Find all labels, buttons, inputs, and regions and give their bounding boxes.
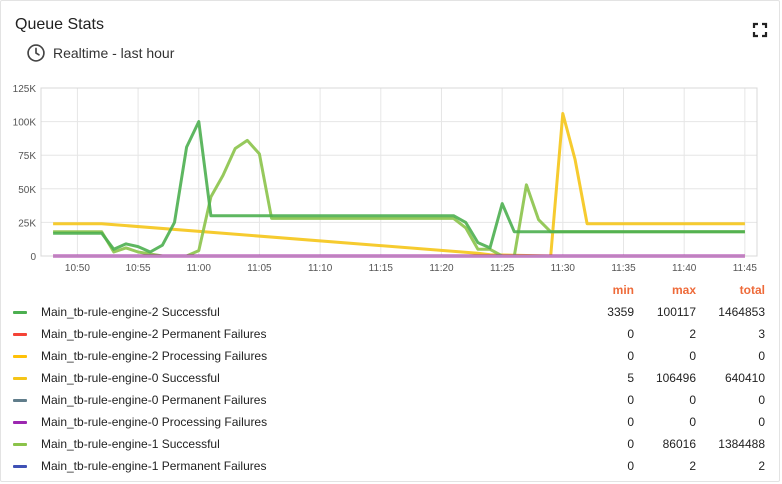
- legend-max: 86016: [662, 437, 696, 451]
- legend-max: 2: [689, 327, 696, 341]
- clock-icon: [27, 44, 45, 62]
- legend-min: 0: [627, 393, 634, 407]
- legend-max: 0: [689, 393, 696, 407]
- legend-total: 0: [758, 349, 765, 363]
- y-tick-label: 100K: [13, 118, 37, 129]
- legend-label: Main_tb-rule-engine-0 Successful: [41, 371, 220, 385]
- legend-label: Main_tb-rule-engine-2 Processing Failure…: [41, 349, 268, 363]
- legend-max: 0: [689, 415, 696, 429]
- series-line: [53, 138, 745, 258]
- series-line: [53, 120, 745, 254]
- legend-row[interactable]: Main_tb-rule-engine-1 Successful 0 86016…: [1, 434, 782, 456]
- legend-total: 1384488: [718, 437, 765, 451]
- x-tick-label: 11:20: [429, 263, 454, 274]
- fullscreen-icon[interactable]: [751, 21, 769, 39]
- legend-max: 2: [689, 459, 696, 473]
- legend-row[interactable]: Main_tb-rule-engine-0 Successful 5 10649…: [1, 368, 782, 390]
- timewindow-text: Realtime - last hour: [53, 45, 175, 61]
- widget-title: Queue Stats: [15, 16, 104, 33]
- line-chart: 0 25K 50K 75K 100K 125K 10:50 10:55 11:00 11:05 11…: [13, 84, 758, 274]
- legend-header-total: total: [739, 283, 765, 297]
- legend-total: 3: [758, 327, 765, 341]
- legend-swatch: [13, 399, 27, 402]
- legend-label: Main_tb-rule-engine-0 Processing Failure…: [41, 415, 268, 429]
- legend-min: 5: [627, 371, 634, 385]
- legend-row[interactable]: Main_tb-rule-engine-2 Processing Failure…: [1, 346, 782, 368]
- legend-row[interactable]: Main_tb-rule-engine-1 Permanent Failures…: [1, 456, 782, 478]
- legend-min: 0: [627, 415, 634, 429]
- legend-header-min: min: [612, 283, 634, 297]
- legend-label: Main_tb-rule-engine-1 Successful: [41, 437, 220, 451]
- legend-label: Main_tb-rule-engine-1 Permanent Failures: [41, 459, 267, 473]
- legend-swatch: [13, 421, 27, 424]
- legend-swatch: [13, 355, 27, 358]
- legend-total: 640410: [724, 371, 765, 385]
- legend-swatch: [13, 443, 27, 446]
- legend-total: 0: [758, 415, 765, 429]
- legend-row[interactable]: Main_tb-rule-engine-0 Processing Failure…: [1, 412, 782, 434]
- plot-frame: [40, 87, 758, 257]
- x-tick-label: 11:35: [611, 263, 636, 274]
- x-tick-label: 10:50: [65, 263, 90, 274]
- x-tick-label: 11:10: [308, 263, 333, 274]
- legend-label: Main_tb-rule-engine-2 Successful: [41, 305, 220, 319]
- x-tick-label: 11:05: [247, 263, 272, 274]
- legend-swatch: [13, 333, 27, 336]
- legend-min: 0: [627, 459, 634, 473]
- legend-label: Main_tb-rule-engine-0 Permanent Failures: [41, 393, 267, 407]
- legend-row[interactable]: Main_tb-rule-engine-0 Permanent Failures…: [1, 390, 782, 412]
- legend-min: 0: [627, 437, 634, 451]
- legend-swatch: [13, 311, 27, 314]
- x-tick-label: 11:25: [490, 263, 515, 274]
- legend-total: 1464853: [718, 305, 765, 319]
- x-tick-label: 11:40: [672, 263, 697, 274]
- legend-max: 100117: [656, 305, 696, 319]
- x-tick-label: 11:00: [187, 263, 212, 274]
- timewindow-label[interactable]: Realtime - last hour: [26, 43, 174, 63]
- legend-min: 3359: [607, 305, 634, 319]
- legend-swatch: [13, 465, 27, 468]
- legend-swatch: [13, 377, 27, 380]
- y-tick-label: 125K: [13, 84, 37, 95]
- legend-max: 0: [689, 349, 696, 363]
- legend-min: 0: [627, 327, 634, 341]
- y-tick-label: 0: [30, 252, 36, 263]
- legend-row[interactable]: Main_tb-rule-engine-2 Permanent Failures…: [1, 324, 782, 346]
- legend-max: 106496: [655, 371, 696, 385]
- legend-min: 0: [627, 349, 634, 363]
- legend-total: 2: [758, 459, 765, 473]
- x-tick-label: 11:30: [551, 263, 576, 274]
- legend-total: 0: [758, 393, 765, 407]
- x-tick-label: 10:55: [126, 263, 151, 274]
- x-tick-label: 11:45: [733, 263, 758, 274]
- legend-header-max: max: [671, 283, 696, 297]
- y-tick-label: 75K: [18, 151, 36, 162]
- legend-row[interactable]: Main_tb-rule-engine-2 Successful 3359 10…: [1, 302, 782, 324]
- y-tick-label: 25K: [18, 218, 36, 229]
- series-line: [53, 112, 745, 258]
- x-tick-label: 11:15: [369, 263, 394, 274]
- y-tick-label: 50K: [18, 185, 36, 196]
- legend-label: Main_tb-rule-engine-2 Permanent Failures: [41, 327, 267, 341]
